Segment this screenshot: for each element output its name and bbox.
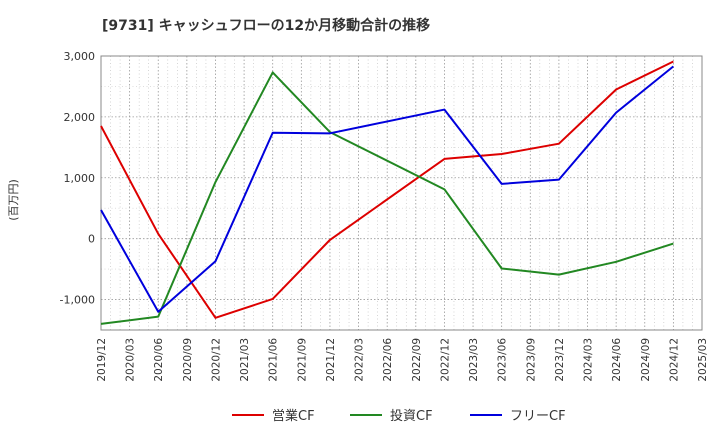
series-line-投資CF [100, 71, 674, 325]
x-tick-label: 2023/03 [468, 338, 480, 382]
legend: 営業CF 投資CF フリーCF [232, 408, 566, 424]
y-tick-label: 1,000 [64, 172, 96, 185]
x-tick-label: 2022/03 [354, 338, 366, 382]
x-tick-label: 2024/03 [583, 338, 595, 382]
x-tick-label: 2021/09 [296, 338, 308, 382]
y-tick-label: 3,000 [64, 50, 96, 63]
x-tick-label: 2020/09 [182, 338, 194, 382]
y-tick-label: 0 [88, 233, 95, 246]
x-tick-label: 2024/06 [611, 338, 623, 382]
plot-frame [100, 55, 703, 331]
series-line-フリーCF [100, 65, 675, 313]
axes: -1,000 0 1,000 2,000 3,000 2019/12 2020/03 2020… [60, 50, 709, 382]
x-tick-label: 2021/12 [325, 338, 337, 382]
x-tick-label: 2023/06 [497, 338, 509, 382]
series-line-営業CF [100, 60, 674, 319]
x-tick-label: 2022/06 [382, 338, 394, 382]
y-axis-label: (百万円) [7, 179, 20, 221]
legend-label: フリーCF [510, 409, 566, 424]
x-tick-label: 2020/12 [210, 338, 222, 382]
chart-title: [9731] キャッシュフローの12か月移動合計の推移 [102, 17, 430, 34]
y-tick-label: 2,000 [64, 111, 96, 124]
grid-lines [100, 55, 703, 331]
x-tick-label: 2021/06 [268, 338, 280, 382]
x-tick-label: 2022/09 [411, 338, 423, 382]
x-tick-label: 2023/12 [554, 338, 566, 382]
x-tick-label: 2023/09 [525, 338, 537, 382]
x-tick-label: 2019/12 [96, 338, 108, 382]
x-tick-label: 2024/09 [640, 338, 652, 382]
legend-label: 投資CF [390, 408, 433, 424]
x-tick-label: 2020/03 [125, 338, 137, 382]
x-tick-label: 2024/12 [668, 338, 680, 382]
x-tick-label: 2025/03 [697, 338, 709, 382]
x-tick-label: 2022/12 [439, 338, 451, 382]
legend-label: 営業CF [272, 408, 315, 424]
series-lines [100, 60, 675, 325]
x-tick-label: 2020/06 [153, 338, 165, 382]
y-tick-label: -1,000 [60, 294, 95, 307]
x-tick-label: 2021/03 [239, 338, 251, 382]
